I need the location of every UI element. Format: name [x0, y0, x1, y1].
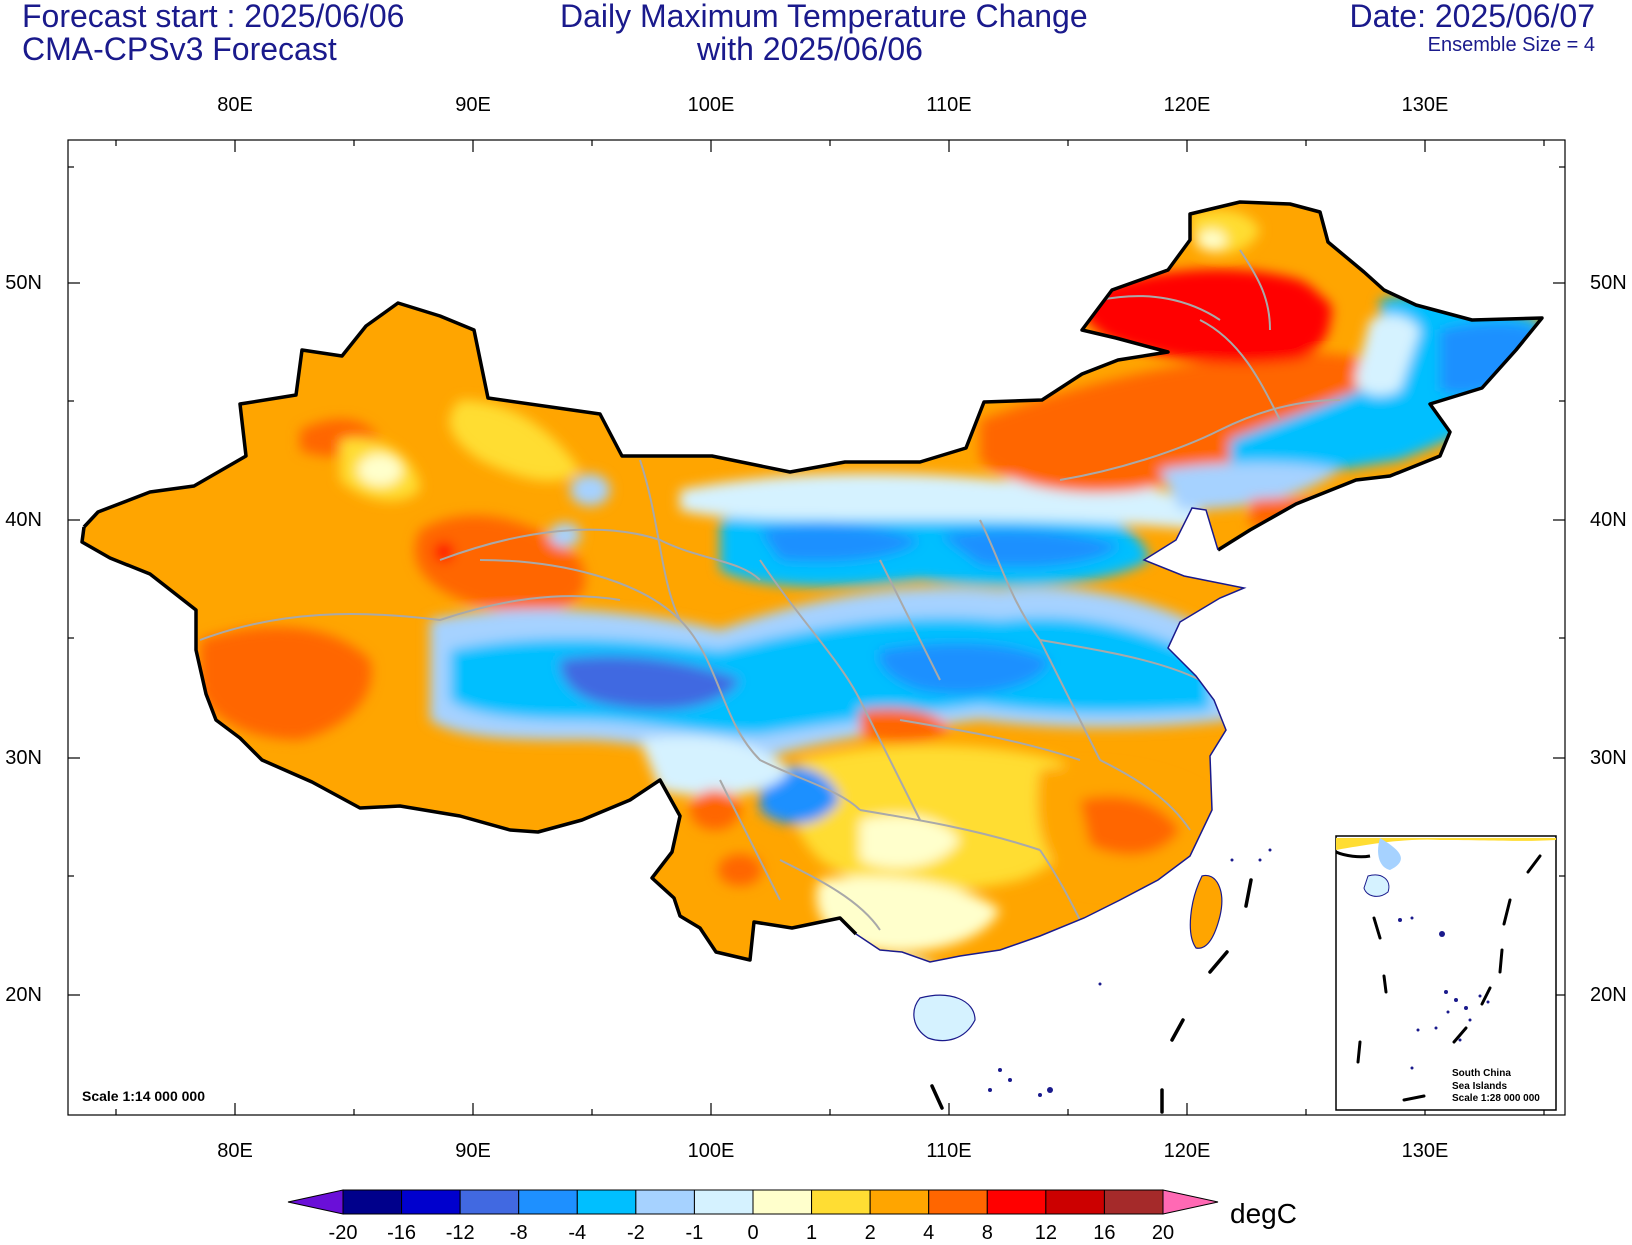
inset-coast-patch	[1378, 838, 1401, 870]
ensemble-size-label: Ensemble Size = 4	[1427, 34, 1595, 56]
colorbar-tick-label: 20	[1151, 1222, 1175, 1244]
map-scale-label: Scale 1:14 000 000	[82, 1088, 205, 1104]
forecast-start-label: Forecast start : 2025/06/06	[22, 0, 405, 34]
colorbar-swatch	[576, 1189, 637, 1215]
colorbar-tick-label: -4	[568, 1222, 587, 1244]
colorbar-tick-label: -20	[328, 1222, 358, 1244]
lon-tick-label-bottom: 110E	[926, 1140, 972, 1162]
colorbar-swatch	[986, 1189, 1047, 1215]
lat-tick-label-left: 50N	[5, 272, 42, 294]
colorbar-swatch	[401, 1189, 461, 1215]
colorbar-swatch	[752, 1189, 813, 1215]
lat-tick-label-right: 40N	[1590, 509, 1627, 531]
colorbar-swatch	[1045, 1189, 1105, 1215]
colorbar-tick-label: 12	[1034, 1222, 1057, 1244]
lat-tick-label-left: 30N	[5, 747, 42, 769]
lon-tick-label-bottom: 120E	[1163, 1140, 1211, 1162]
colorbar-swatch	[342, 1189, 403, 1215]
colorbar	[287, 1189, 1219, 1215]
colorbar-tick-label: -12	[445, 1222, 475, 1244]
colorbar-tick-label: -16	[387, 1222, 417, 1244]
colorbar-tick-label: -2	[626, 1222, 645, 1244]
lon-tick-label-top: 80E	[217, 94, 253, 116]
colorbar-tick-label: 2	[864, 1222, 876, 1244]
lon-tick-label-bottom: 90E	[455, 1140, 491, 1162]
inset-label-line3: Scale 1:28 000 000	[1452, 1093, 1540, 1104]
map-title-line1: Daily Maximum Temperature Change	[560, 0, 1088, 34]
inset-label: South China Sea Islands Scale 1:28 000 0…	[1452, 1068, 1540, 1106]
lat-tick-label-left: 20N	[5, 984, 42, 1006]
colorbar-swatch	[1103, 1189, 1164, 1215]
lon-tick-label-bottom: 80E	[217, 1140, 253, 1162]
hainan-island	[913, 994, 976, 1042]
lat-tick-label-right: 50N	[1590, 272, 1627, 294]
colorbar-tick-label: 0	[747, 1222, 759, 1244]
colorbar-unit-label: degC	[1230, 1198, 1297, 1229]
colorbar-tick-label: -1	[685, 1222, 704, 1244]
lat-tick-label-left: 40N	[5, 509, 42, 531]
colorbar-tick-label: 4	[923, 1222, 935, 1244]
colorbar-swatch	[635, 1189, 695, 1215]
lon-tick-label-top: 100E	[687, 94, 735, 116]
colorbar-swatch	[518, 1189, 578, 1215]
lon-tick-label-bottom: 100E	[687, 1140, 735, 1162]
colorbar-swatch	[928, 1189, 988, 1215]
inset-label-line1: South China	[1452, 1068, 1511, 1079]
colorbar-tick-label: 16	[1093, 1222, 1116, 1244]
colorbar-tick-label: -8	[509, 1222, 528, 1244]
sea-islands-dots	[988, 848, 1272, 1097]
date-label: Date: 2025/06/07	[1349, 0, 1595, 34]
china-border-north	[82, 200, 1544, 552]
colorbar-tick-label: 1	[806, 1222, 818, 1244]
lon-tick-label-top: 130E	[1401, 94, 1449, 116]
lon-tick-label-top: 120E	[1163, 94, 1211, 116]
province-boundaries	[199, 249, 1341, 931]
inset-hainan	[1363, 874, 1390, 897]
model-label: CMA-CPSv3 Forecast	[22, 31, 337, 67]
colorbar-tick-label: 8	[981, 1222, 993, 1244]
inset-islands	[1398, 916, 1490, 1070]
china-border-south	[80, 526, 858, 962]
inset-dash-line	[1356, 854, 1542, 1102]
colorbar-swatch	[869, 1189, 930, 1215]
map-title-line2: with 2025/06/06	[697, 31, 923, 67]
inset-border	[1335, 850, 1371, 859]
lat-tick-label-right: 30N	[1590, 747, 1627, 769]
nine-dash-line	[930, 878, 1253, 1114]
inset-label-line2: Sea Islands	[1452, 1080, 1508, 1092]
colorbar-swatch	[693, 1189, 754, 1215]
colorbar-swatch	[811, 1189, 871, 1215]
china-coastline	[855, 507, 1247, 963]
lon-tick-label-top: 90E	[455, 94, 491, 116]
colorbar-max-triangle	[1162, 1189, 1219, 1215]
lon-tick-label-top: 110E	[926, 94, 972, 116]
lon-tick-label-bottom: 130E	[1401, 1140, 1449, 1162]
inset-mainland	[1336, 838, 1556, 850]
lat-tick-label-right: 20N	[1590, 984, 1627, 1006]
colorbar-swatch	[459, 1189, 520, 1215]
taiwan-island	[1189, 874, 1223, 949]
colorbar-min-triangle	[287, 1189, 344, 1215]
